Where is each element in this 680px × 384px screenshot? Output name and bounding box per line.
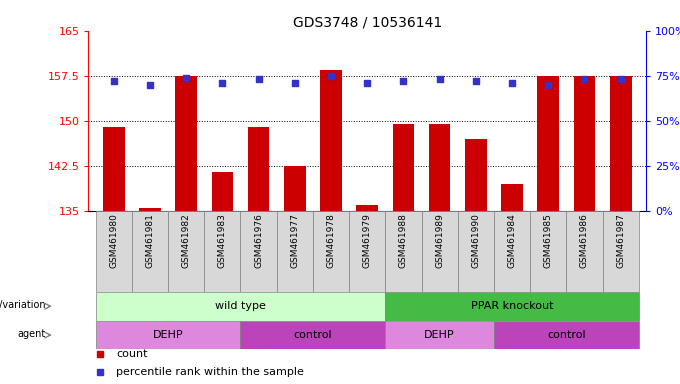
Bar: [465, 139, 487, 211]
Text: GSM461976: GSM461976: [254, 214, 263, 268]
Bar: [574, 76, 595, 211]
Text: agent: agent: [18, 329, 46, 339]
Bar: [501, 184, 523, 211]
Bar: [610, 76, 632, 211]
Text: PPAR knockout: PPAR knockout: [471, 301, 554, 311]
Bar: [139, 208, 160, 211]
Bar: [96, 211, 132, 292]
Point: [398, 78, 409, 84]
Bar: [284, 166, 305, 211]
Point: [507, 80, 517, 86]
Text: GSM461989: GSM461989: [435, 214, 444, 268]
Text: GSM461982: GSM461982: [182, 214, 190, 268]
Point: [253, 76, 264, 83]
Bar: [241, 321, 386, 349]
Bar: [422, 211, 458, 292]
Bar: [602, 211, 639, 292]
Text: count: count: [116, 349, 148, 359]
Text: GSM461987: GSM461987: [616, 214, 625, 268]
Point: [181, 74, 192, 81]
Point: [543, 82, 554, 88]
Text: control: control: [547, 330, 585, 340]
Text: GSM461985: GSM461985: [544, 214, 553, 268]
Bar: [494, 211, 530, 292]
Text: percentile rank within the sample: percentile rank within the sample: [116, 366, 304, 377]
Bar: [241, 211, 277, 292]
Bar: [96, 321, 241, 349]
Text: wild type: wild type: [215, 301, 266, 311]
Bar: [248, 127, 269, 211]
Bar: [566, 211, 602, 292]
Bar: [386, 321, 494, 349]
Point: [217, 80, 228, 86]
Point: [326, 73, 337, 79]
Bar: [96, 292, 386, 321]
Point: [145, 82, 156, 88]
Text: GSM461978: GSM461978: [326, 214, 335, 268]
Point: [579, 76, 590, 83]
Bar: [103, 127, 124, 211]
Bar: [429, 124, 450, 211]
Text: GSM461986: GSM461986: [580, 214, 589, 268]
Bar: [530, 211, 566, 292]
Bar: [132, 211, 168, 292]
Bar: [349, 211, 386, 292]
Text: GSM461980: GSM461980: [109, 214, 118, 268]
Bar: [356, 205, 378, 211]
Text: control: control: [294, 330, 333, 340]
Bar: [211, 172, 233, 211]
Text: GSM461983: GSM461983: [218, 214, 227, 268]
Bar: [277, 211, 313, 292]
Point: [108, 78, 119, 84]
Point: [434, 76, 445, 83]
Bar: [168, 211, 204, 292]
Text: GSM461990: GSM461990: [471, 214, 480, 268]
Text: GSM461988: GSM461988: [399, 214, 408, 268]
Bar: [392, 124, 414, 211]
Text: GSM461984: GSM461984: [507, 214, 517, 268]
Bar: [175, 76, 197, 211]
Text: DEHP: DEHP: [153, 330, 184, 340]
Text: genotype/variation: genotype/variation: [0, 300, 46, 310]
Bar: [386, 211, 422, 292]
Text: GSM461979: GSM461979: [362, 214, 372, 268]
Bar: [494, 321, 639, 349]
Bar: [458, 211, 494, 292]
Text: GSM461977: GSM461977: [290, 214, 299, 268]
Point: [615, 76, 626, 83]
Point: [362, 80, 373, 86]
Bar: [320, 70, 342, 211]
Title: GDS3748 / 10536141: GDS3748 / 10536141: [292, 16, 442, 30]
Point: [471, 78, 481, 84]
Point: [290, 80, 301, 86]
Bar: [537, 76, 559, 211]
Bar: [386, 292, 639, 321]
Bar: [204, 211, 241, 292]
Text: GSM461981: GSM461981: [146, 214, 154, 268]
Text: DEHP: DEHP: [424, 330, 455, 340]
Bar: [313, 211, 349, 292]
